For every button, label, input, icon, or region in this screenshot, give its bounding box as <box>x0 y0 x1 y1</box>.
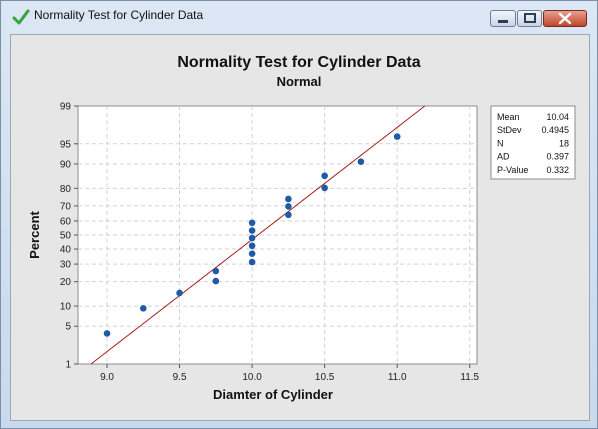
x-tick-label: 11.5 <box>460 372 479 383</box>
stat-value: 0.397 <box>546 152 569 162</box>
data-point <box>248 242 256 250</box>
data-point <box>248 250 256 257</box>
data-point <box>321 172 328 180</box>
x-tick-label: 10.0 <box>242 372 262 383</box>
fit-line <box>90 105 426 365</box>
data-point <box>103 330 111 337</box>
y-tick-label: 60 <box>60 216 72 227</box>
stat-value: 0.332 <box>546 165 569 175</box>
y-tick-label: 90 <box>60 159 72 170</box>
y-tick-label: 50 <box>60 231 72 242</box>
y-tick-label: 1 <box>65 360 71 371</box>
data-point <box>321 184 328 192</box>
y-tick-label: 20 <box>60 277 72 288</box>
stat-label: AD <box>497 152 510 162</box>
checkmark-icon <box>12 9 30 25</box>
stats-box <box>490 105 576 180</box>
stat-label: StDev <box>497 125 522 135</box>
x-tick-label: 9.0 <box>100 372 114 383</box>
y-axis-ticks: 1 5 10 20 30 40 50 60 70 80 90 95 99 <box>60 102 78 371</box>
data-point <box>393 133 401 140</box>
maximize-icon <box>524 13 536 23</box>
close-button[interactable] <box>543 10 587 27</box>
fit-line-group <box>90 105 426 365</box>
data-point <box>357 158 365 165</box>
stats-table: Mean 10.04 StDev 0.4945 N 18 AD 0.397 P-Value 0.3… <box>497 112 569 175</box>
data-point <box>212 277 220 285</box>
data-point <box>176 289 183 297</box>
title-bar[interactable]: Normality Test for Cylinder Data <box>1 1 597 31</box>
data-point <box>248 227 256 234</box>
y-tick-label: 30 <box>60 260 72 271</box>
data-point <box>285 211 292 219</box>
data-point <box>285 195 292 203</box>
window-title: Normality Test for Cylinder Data <box>34 8 204 22</box>
y-tick-label: 40 <box>60 245 72 256</box>
data-point <box>139 305 147 312</box>
y-tick-label: 99 <box>60 102 72 113</box>
minimize-button[interactable] <box>490 10 516 27</box>
stat-value: 18 <box>559 138 569 148</box>
graph-window: Normality Test for Cylinder Data Normal … <box>10 34 590 421</box>
x-axis-ticks: 9.0 9.5 10.0 10.5 11.0 11.5 <box>100 364 480 383</box>
data-point <box>248 219 256 227</box>
chart-subtitle: Normal <box>277 74 322 89</box>
data-point <box>248 234 256 242</box>
y-tick-label: 10 <box>60 302 72 313</box>
data-point <box>212 267 220 275</box>
x-tick-label: 9.5 <box>173 372 187 383</box>
x-tick-label: 10.5 <box>315 372 335 383</box>
close-icon <box>558 12 572 25</box>
x-tick-label: 11.0 <box>388 372 407 383</box>
y-axis-label: Percent <box>27 210 42 258</box>
x-axis-label: Diamter of Cylinder <box>213 387 333 402</box>
minimize-icon <box>498 20 508 23</box>
stat-label: P-Value <box>497 165 528 175</box>
y-tick-label: 5 <box>65 322 71 333</box>
maximize-button[interactable] <box>517 10 542 27</box>
stat-value: 0.4945 <box>541 125 569 135</box>
y-tick-label: 70 <box>60 201 72 212</box>
data-point <box>248 258 256 266</box>
stat-value: 10.04 <box>546 112 569 122</box>
stat-label: Mean <box>497 112 520 122</box>
probability-plot[interactable]: Normality Test for Cylinder Data Normal … <box>11 35 589 420</box>
y-tick-label: 80 <box>60 184 72 195</box>
data-point <box>285 203 292 210</box>
y-tick-label: 95 <box>60 139 72 150</box>
stat-label: N <box>497 138 504 148</box>
data-points <box>103 133 401 337</box>
chart-title: Normality Test for Cylinder Data <box>177 54 420 71</box>
grid-lines <box>78 106 477 364</box>
